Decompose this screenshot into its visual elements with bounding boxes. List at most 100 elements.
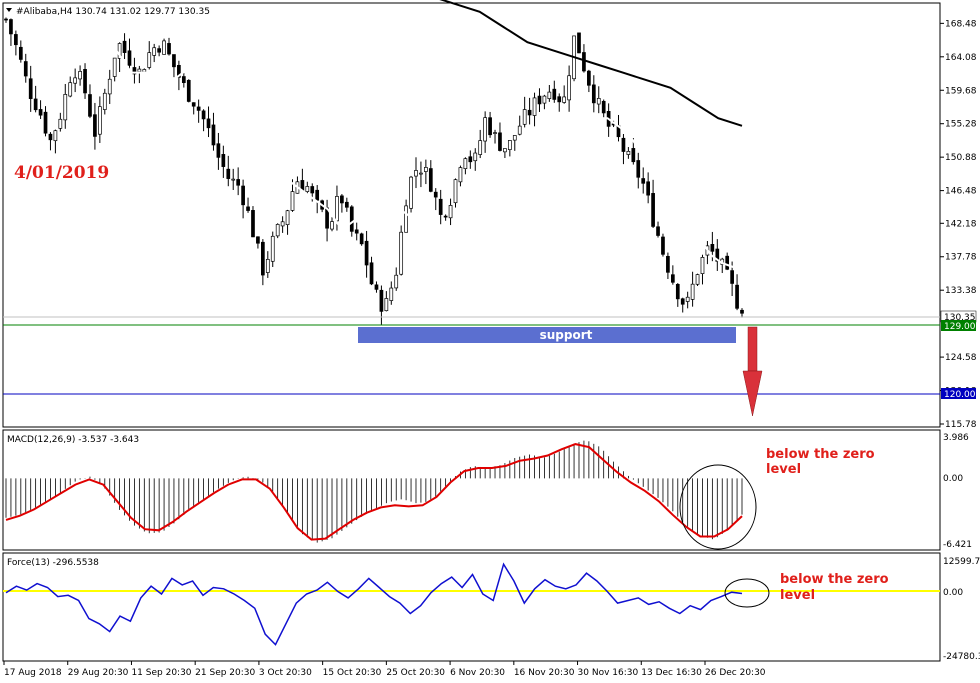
candle-body xyxy=(330,221,334,230)
candle-body xyxy=(735,284,739,309)
candle-body xyxy=(409,176,413,209)
macd-header: MACD(12,26,9) -3.537 -3.643 xyxy=(7,435,139,445)
candle-body xyxy=(93,114,97,137)
candle-body xyxy=(700,257,705,274)
candle-body xyxy=(58,118,63,129)
candle-body xyxy=(340,195,344,204)
header-icon xyxy=(6,8,12,12)
candle-body xyxy=(468,156,473,163)
candle-body xyxy=(162,40,166,55)
candle-body xyxy=(270,235,275,262)
candle-body xyxy=(641,178,646,184)
candle-body xyxy=(438,198,443,215)
time-tick-label: 29 Aug 20:30 xyxy=(68,668,129,678)
candle-body xyxy=(601,100,606,114)
candle-body xyxy=(196,106,201,111)
support-label: support xyxy=(540,328,593,342)
candle-body xyxy=(725,255,730,270)
candle-body xyxy=(344,201,349,208)
candle-body xyxy=(552,88,557,100)
candle-body xyxy=(542,95,547,104)
macd-tick-zero: 0.00 xyxy=(943,474,963,484)
candle-body xyxy=(43,111,48,134)
candle-body xyxy=(596,98,601,105)
candle-body xyxy=(315,189,320,201)
candle-body xyxy=(107,78,112,95)
candle-body xyxy=(428,168,433,192)
candle-body xyxy=(4,18,8,21)
candle-body xyxy=(201,110,206,120)
candle-body xyxy=(251,210,255,238)
candle-body xyxy=(740,309,744,314)
candle-body xyxy=(621,137,626,152)
candle-body xyxy=(127,50,132,66)
candle-body xyxy=(18,46,23,60)
candle-body xyxy=(137,68,142,73)
macd-tick-top: 3.986 xyxy=(943,433,969,443)
candle-body xyxy=(280,221,285,227)
candle-body xyxy=(715,248,720,262)
candle-body xyxy=(38,109,43,116)
candle-body xyxy=(211,124,216,146)
time-tick-label: 26 Dec 20:30 xyxy=(705,668,766,678)
price-tick-label: 115.78 xyxy=(945,420,977,430)
candle-body xyxy=(275,224,280,237)
candle-body xyxy=(443,215,448,218)
candle-body xyxy=(117,43,122,59)
candle-body xyxy=(532,97,537,116)
candle-body xyxy=(14,34,18,46)
candle-body xyxy=(265,258,270,273)
candle-body xyxy=(670,274,675,283)
candle-body xyxy=(147,52,152,68)
force-tick-bottom: -24780.36 xyxy=(943,652,980,662)
time-axis: 17 Aug 2018 29 Aug 20:30 11 Sep 20:30 21 Se… xyxy=(3,661,766,678)
candle-body xyxy=(685,296,690,302)
macd-highlight-circle xyxy=(679,464,757,550)
candle-body xyxy=(310,186,315,194)
candle-body xyxy=(167,43,171,55)
candle-body xyxy=(690,283,695,300)
macd-annotation-line2: level xyxy=(766,462,801,477)
candle-body xyxy=(374,284,379,290)
time-tick-label: 13 Dec 16:30 xyxy=(641,668,702,678)
candle-body xyxy=(186,79,191,102)
candle-body xyxy=(285,210,290,226)
candle-body xyxy=(478,140,483,155)
candle-body xyxy=(498,132,502,151)
support-box xyxy=(358,327,736,343)
price-tick-label: 164.08 xyxy=(945,53,977,63)
price-tick-label: 155.28 xyxy=(945,120,977,130)
candle-body xyxy=(424,167,428,172)
candle-body xyxy=(364,240,369,266)
candle-body xyxy=(656,226,660,236)
candle-body xyxy=(261,241,265,276)
candle-body xyxy=(433,191,438,198)
macd-annotation-line1: below the zero xyxy=(766,447,875,462)
candle-body xyxy=(483,117,487,142)
candle-body xyxy=(577,32,581,54)
candle-body xyxy=(567,75,571,101)
candle-body xyxy=(399,231,404,275)
fast-moving-average xyxy=(89,26,743,272)
candle-body xyxy=(458,167,463,183)
candle-body xyxy=(695,274,700,285)
macd-signal-line xyxy=(5,443,743,541)
force-tick-zero: 0.00 xyxy=(943,588,963,598)
candle-body xyxy=(414,170,418,177)
candle-body xyxy=(191,102,196,107)
candle-body xyxy=(631,148,636,163)
candle-body xyxy=(537,95,542,105)
slow-moving-average xyxy=(439,0,743,127)
candle-body xyxy=(73,77,78,84)
candle-body xyxy=(231,178,236,181)
candle-body xyxy=(157,48,161,53)
candle-body xyxy=(78,71,82,80)
candle-body xyxy=(142,69,147,73)
candle-body xyxy=(419,172,423,175)
force-annotation-line1: below the zero xyxy=(780,572,889,587)
force-index-line xyxy=(5,562,743,646)
moving-averages-layer xyxy=(89,0,743,272)
force-highlight-circle xyxy=(724,578,770,608)
